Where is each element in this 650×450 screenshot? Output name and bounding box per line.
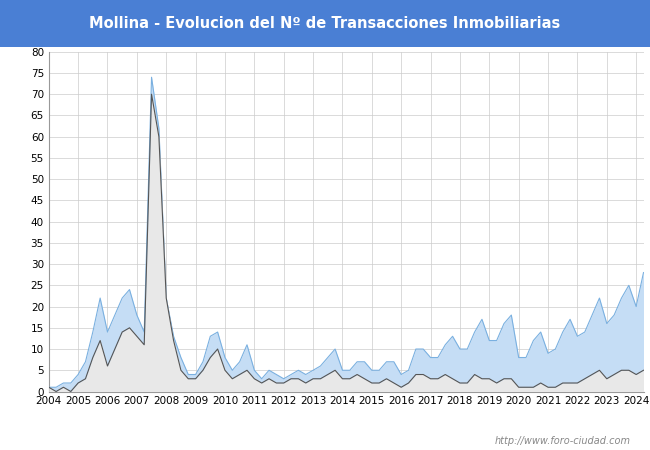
Text: Mollina - Evolucion del Nº de Transacciones Inmobiliarias: Mollina - Evolucion del Nº de Transaccio…: [90, 16, 560, 31]
Text: http://www.foro-ciudad.com: http://www.foro-ciudad.com: [495, 436, 630, 446]
